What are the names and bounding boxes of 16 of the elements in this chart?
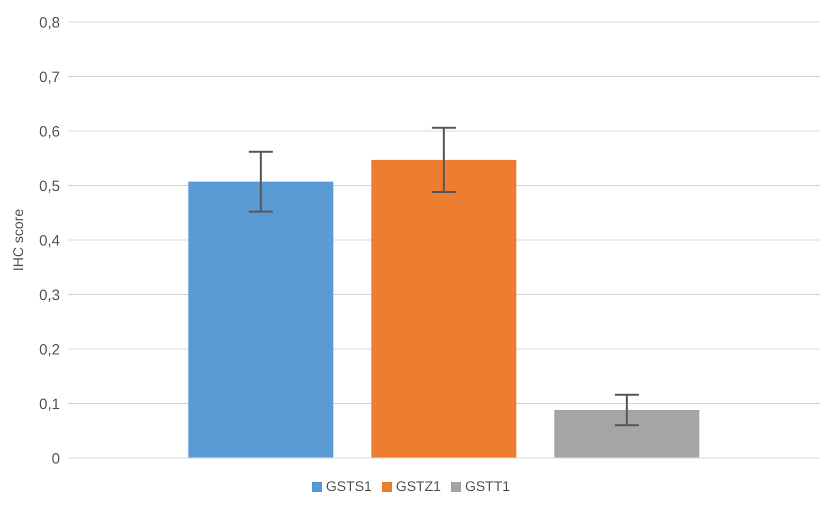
bar xyxy=(188,182,334,458)
y-tick-label: 0,6 xyxy=(39,123,60,140)
y-tick-label: 0,2 xyxy=(39,341,60,358)
y-tick-label: 0,1 xyxy=(39,396,60,413)
y-axis-title: IHC score xyxy=(10,208,26,272)
y-tick-label: 0,7 xyxy=(39,68,60,86)
y-tick-label: 0,3 xyxy=(39,286,60,304)
legend-label: GSTT1 xyxy=(464,478,510,494)
bar xyxy=(371,160,516,458)
y-tick-label: 0 xyxy=(52,450,60,468)
legend-label: GSTZ1 xyxy=(396,478,441,494)
y-tick-label: 0,8 xyxy=(39,14,60,32)
y-tick-label: 0,4 xyxy=(39,232,60,250)
legend-label: GSTS1 xyxy=(326,478,372,494)
y-tick-label: 0,5 xyxy=(39,178,60,195)
bar xyxy=(554,410,700,458)
